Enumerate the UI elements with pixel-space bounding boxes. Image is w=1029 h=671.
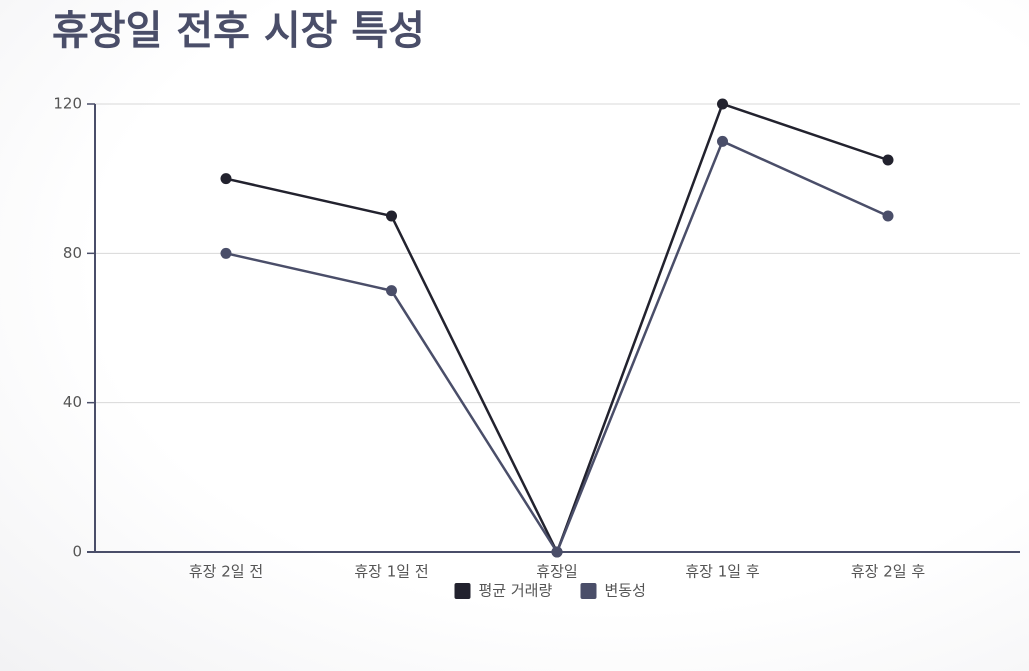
- legend-swatch: [454, 583, 471, 599]
- point: [882, 154, 894, 166]
- point: [551, 546, 563, 558]
- point: [220, 173, 232, 185]
- x-tick-label: 휴장 2일 후: [851, 563, 925, 581]
- series-line: [225, 139, 889, 555]
- x-tick-label: 휴장 1일 전: [354, 563, 428, 581]
- legend-label: 평균 거래량: [479, 582, 553, 600]
- point: [386, 285, 397, 297]
- point: [717, 135, 728, 147]
- point: [882, 210, 894, 222]
- x-tick-label: 휴장일: [536, 563, 577, 581]
- chart-title: 휴장일 전후 시장 특성: [52, 8, 425, 54]
- point: [717, 98, 728, 110]
- y-tick-label: 120: [53, 95, 82, 113]
- y-tick-label: 40: [63, 393, 82, 411]
- point: [386, 210, 397, 222]
- x-tick-label: 휴장 2일 전: [189, 563, 263, 581]
- legend-label: 변동성: [605, 582, 646, 600]
- x-tick-label: 휴장 1일 후: [685, 563, 759, 581]
- y-tick-label: 0: [72, 543, 82, 561]
- y-tick-label: 80: [63, 244, 82, 262]
- point: [220, 247, 232, 259]
- legend-swatch: [580, 583, 597, 599]
